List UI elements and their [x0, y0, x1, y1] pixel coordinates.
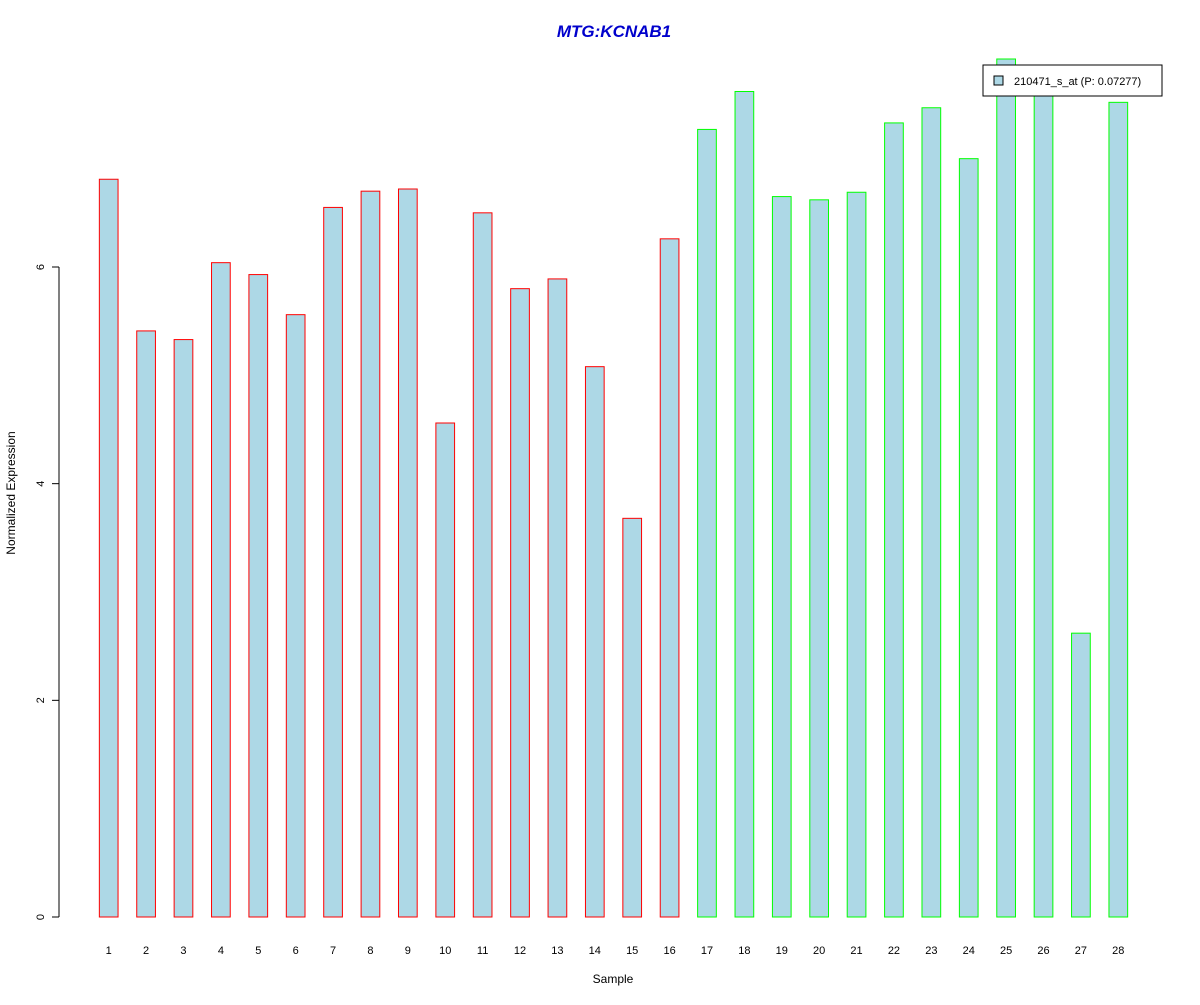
x-tick-label: 13: [551, 945, 563, 957]
x-tick-label: 12: [514, 945, 526, 957]
y-axis: 0 2 4 6: [35, 264, 60, 920]
bar-sample-5: [248, 274, 269, 918]
bars: [98, 58, 1129, 918]
x-tick-label: 6: [293, 945, 299, 957]
bar-sample-3: [173, 339, 194, 918]
y-tick-label: 0: [35, 914, 47, 920]
bar-sample-22: [884, 122, 904, 918]
x-tick-label: 15: [626, 945, 638, 957]
bar-sample-20: [809, 199, 830, 918]
bar-sample-13: [547, 278, 568, 918]
x-tick-labels: 1 2 3 4 5 6 7 8 9 10 11 12 13 14 15 16 17 18 19 20 21 22 23 24 2…: [106, 945, 1125, 957]
x-tick-label: 7: [330, 945, 336, 957]
bar-sample-23: [921, 107, 942, 918]
x-tick-label: 2: [143, 945, 149, 957]
x-axis-label: Sample: [593, 972, 634, 986]
x-tick-label: 21: [850, 945, 862, 957]
bar-sample-26: [1033, 80, 1054, 918]
x-tick-label: 14: [589, 945, 601, 957]
x-tick-label: 17: [701, 945, 713, 957]
y-tick-label: 4: [35, 481, 47, 487]
x-tick-label: 28: [1112, 945, 1124, 957]
chart-title: MTG:KCNAB1: [557, 22, 671, 41]
x-tick-label: 23: [925, 945, 937, 957]
bar-sample-24: [958, 158, 979, 918]
x-tick-label: 10: [439, 945, 451, 957]
x-tick-label: 3: [180, 945, 186, 957]
bar-sample-12: [510, 288, 530, 918]
bar-sample-19: [771, 196, 792, 918]
x-tick-label: 19: [776, 945, 788, 957]
x-tick-label: 26: [1037, 945, 1049, 957]
bar-sample-14: [584, 366, 605, 918]
bar-sample-9: [397, 188, 418, 918]
bar-sample-18: [734, 91, 755, 918]
legend: 210471_s_at (P: 0.07277): [982, 64, 1163, 97]
bar-sample-1: [98, 178, 119, 918]
x-tick-label: 25: [1000, 945, 1012, 957]
bar-sample-4: [211, 262, 231, 918]
x-tick-label: 1: [106, 945, 112, 957]
y-axis-label: Normalized Expression: [4, 431, 18, 554]
y-tick-label: 2: [35, 697, 47, 703]
bar-sample-6: [285, 314, 306, 918]
bar-sample-7: [323, 206, 343, 918]
x-tick-label: 24: [963, 945, 975, 957]
bar-sample-10: [435, 422, 456, 918]
x-tick-label: 22: [888, 945, 900, 957]
x-tick-label: 8: [367, 945, 373, 957]
bar-sample-25: [996, 58, 1016, 918]
x-tick-label: 20: [813, 945, 825, 957]
legend-box: [982, 64, 1163, 97]
legend-swatch: [993, 75, 1004, 86]
bar-sample-15: [622, 517, 643, 918]
x-tick-label: 27: [1075, 945, 1087, 957]
bar-sample-21: [846, 191, 867, 918]
bar-sample-27: [1071, 632, 1091, 918]
bar-sample-2: [136, 330, 156, 918]
x-tick-label: 16: [663, 945, 675, 957]
x-tick-label: 9: [405, 945, 411, 957]
bar-sample-28: [1108, 101, 1129, 918]
bar-sample-16: [659, 238, 680, 918]
y-tick-label: 6: [35, 264, 47, 270]
bar-sample-17: [697, 128, 717, 918]
x-tick-label: 5: [255, 945, 261, 957]
x-tick-label: 11: [477, 945, 488, 957]
legend-label: 210471_s_at (P: 0.07277): [1014, 76, 1141, 88]
bar-sample-11: [472, 212, 493, 918]
x-tick-label: 4: [218, 945, 224, 957]
bar-sample-8: [360, 190, 381, 918]
x-tick-label: 18: [738, 945, 750, 957]
